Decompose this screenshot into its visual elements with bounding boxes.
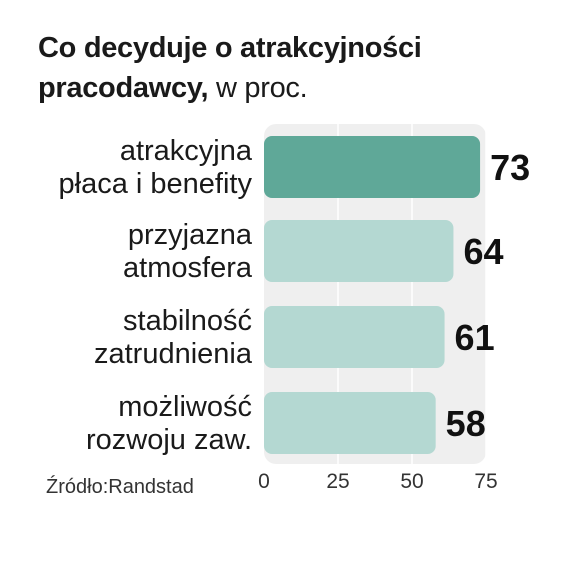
category-label-2-line-2: atmosfera: [123, 252, 253, 284]
x-tick-label-25: 25: [326, 470, 349, 493]
plot-background: [264, 124, 486, 464]
bar-1: [264, 136, 481, 198]
category-label-1-line-2: płaca i benefity: [59, 168, 253, 200]
value-label-4: 58: [446, 403, 486, 444]
bar-3: [264, 306, 445, 368]
bar-4: [264, 392, 436, 454]
category-label-4-line-1: możliwość: [118, 391, 252, 423]
x-tick-label-50: 50: [400, 470, 423, 493]
x-tick-label-75: 75: [474, 470, 497, 493]
x-tick-label-0: 0: [258, 470, 270, 493]
source-note: Źródło:Randstad: [46, 476, 194, 498]
value-label-3: 61: [455, 317, 495, 358]
chart-title-unit: w proc.: [208, 72, 308, 104]
category-label-3-line-2: zatrudnienia: [94, 338, 253, 370]
category-label-3-line-1: stabilność: [123, 305, 252, 337]
chart-title: Co decyduje o atrakcyjności pracodawcy, …: [38, 28, 548, 108]
category-label-2-line-1: przyjazna: [128, 219, 253, 251]
chart-title-main: Co decyduje o atrakcyjności pracodawcy,: [38, 32, 422, 104]
value-label-2: 64: [463, 231, 503, 272]
category-label-4-line-2: rozwoju zaw.: [86, 424, 252, 456]
category-label-1-line-1: atrakcyjna: [120, 135, 253, 167]
value-label-1: 73: [490, 147, 530, 188]
bar-2: [264, 220, 454, 282]
